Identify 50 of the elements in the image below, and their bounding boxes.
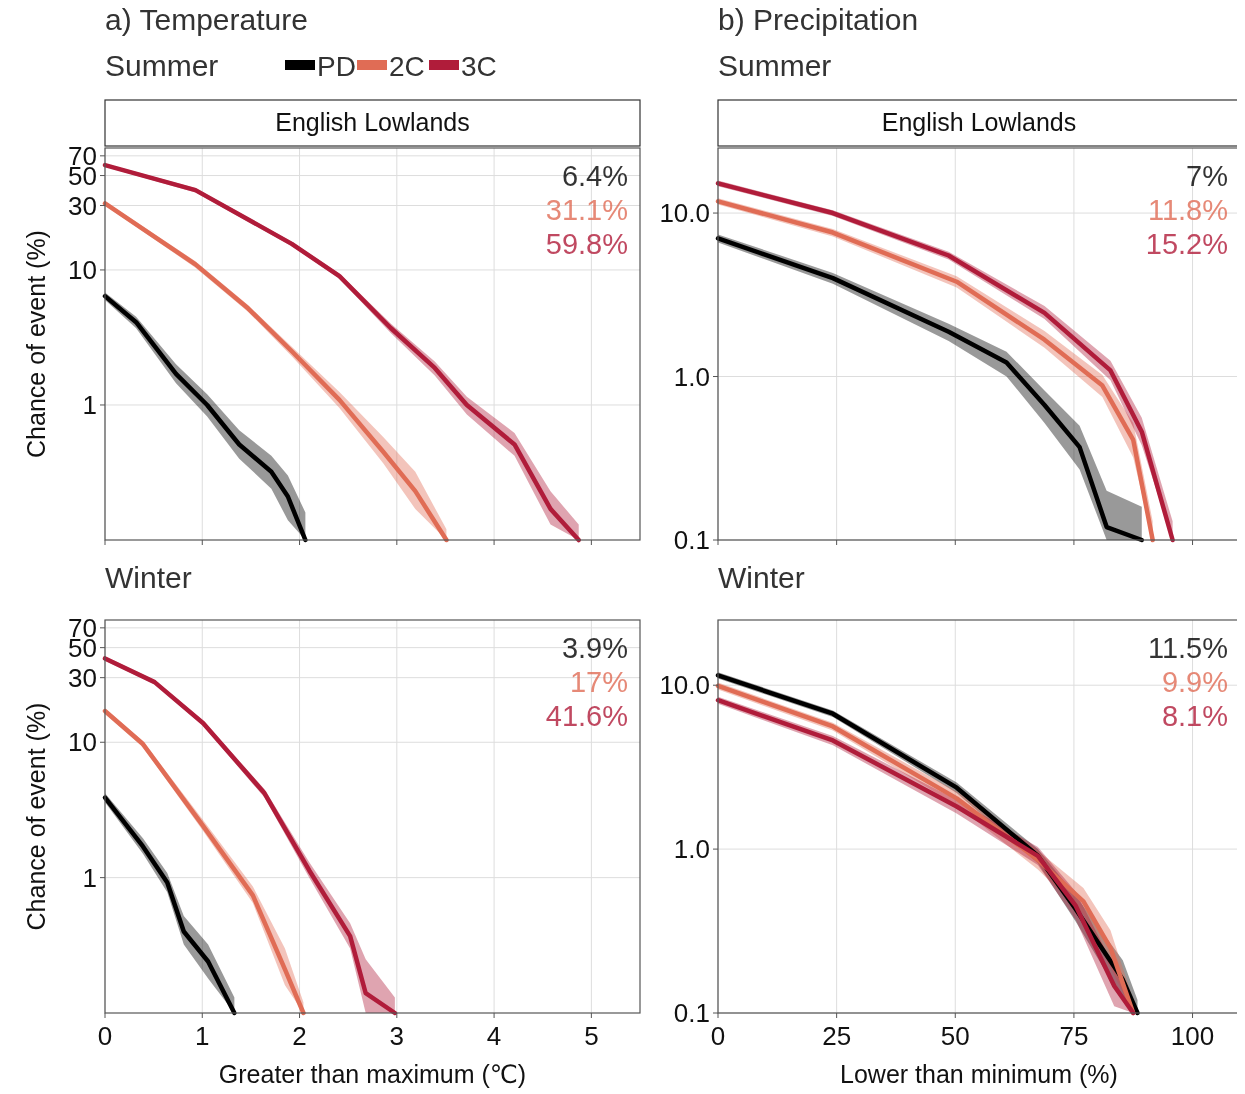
annotation: 17%	[569, 666, 628, 698]
y-tick-label: 0.1	[673, 998, 710, 1028]
chart-title: Winter	[105, 561, 192, 594]
y-tick-label: 1.0	[673, 834, 710, 865]
x-tick-label: 50	[940, 1021, 970, 1051]
y-tick-label: 0.1	[673, 525, 710, 555]
x-tick-label: 100	[1170, 1021, 1215, 1051]
x-tick-label: 2	[292, 1021, 307, 1051]
y-axis-title: Chance of event (%)	[22, 702, 50, 931]
y-tick-label: 10	[68, 727, 97, 758]
legend-label: 2C	[389, 51, 425, 82]
y-tick-label: 30	[68, 662, 97, 693]
annotation: 8.1%	[1161, 700, 1228, 732]
x-axis-title: Lower than minimum (%)	[840, 1060, 1118, 1088]
x-tick-label: 0	[710, 1021, 726, 1051]
annotation: 59.8%	[545, 228, 628, 260]
annotation: 11.8%	[1147, 194, 1228, 226]
chart-subtitle: Summer	[105, 49, 219, 82]
annotation: 31.1%	[545, 194, 628, 226]
y-tick-label: 10.0	[659, 198, 710, 229]
chart-subtitle: Summer	[718, 49, 832, 82]
annotation: 11.5%	[1147, 632, 1228, 664]
text: English Lowlands	[275, 108, 470, 136]
y-axis-title: Chance of event (%)	[22, 230, 50, 458]
x-tick-label: 0	[97, 1021, 113, 1051]
annotation: 9.9%	[1161, 666, 1228, 698]
annotation: 6.4%	[561, 160, 628, 192]
text: English Lowlands	[881, 108, 1077, 136]
x-axis-title: Greater than maximum (℃)	[218, 1060, 527, 1088]
chart-title: a) Temperature	[105, 3, 308, 36]
x-tick-label: 3	[389, 1021, 405, 1051]
y-tick-label: 1	[82, 389, 97, 420]
annotation: 7%	[1186, 160, 1228, 192]
x-tick-label: 75	[1059, 1021, 1089, 1051]
y-tick-label: 10.0	[659, 670, 710, 701]
x-tick-label: 1	[195, 1021, 210, 1051]
legend-label: 3C	[461, 51, 497, 82]
y-tick-label: 1	[82, 862, 97, 893]
x-tick-label: 25	[822, 1021, 852, 1051]
y-tick-label: 1.0	[673, 361, 710, 392]
annotation: 3.9%	[561, 632, 628, 664]
x-tick-label: 5	[584, 1021, 599, 1051]
y-tick-label: 10	[68, 254, 97, 285]
y-tick-label: 30	[68, 190, 97, 221]
chart-title: Winter	[718, 561, 805, 594]
x-tick-label: 4	[486, 1021, 502, 1051]
chart-title: b) Precipitation	[718, 3, 919, 36]
annotation: 15.2%	[1145, 228, 1228, 260]
annotation: 41.6%	[545, 700, 628, 732]
legend-label: PD	[317, 51, 356, 82]
